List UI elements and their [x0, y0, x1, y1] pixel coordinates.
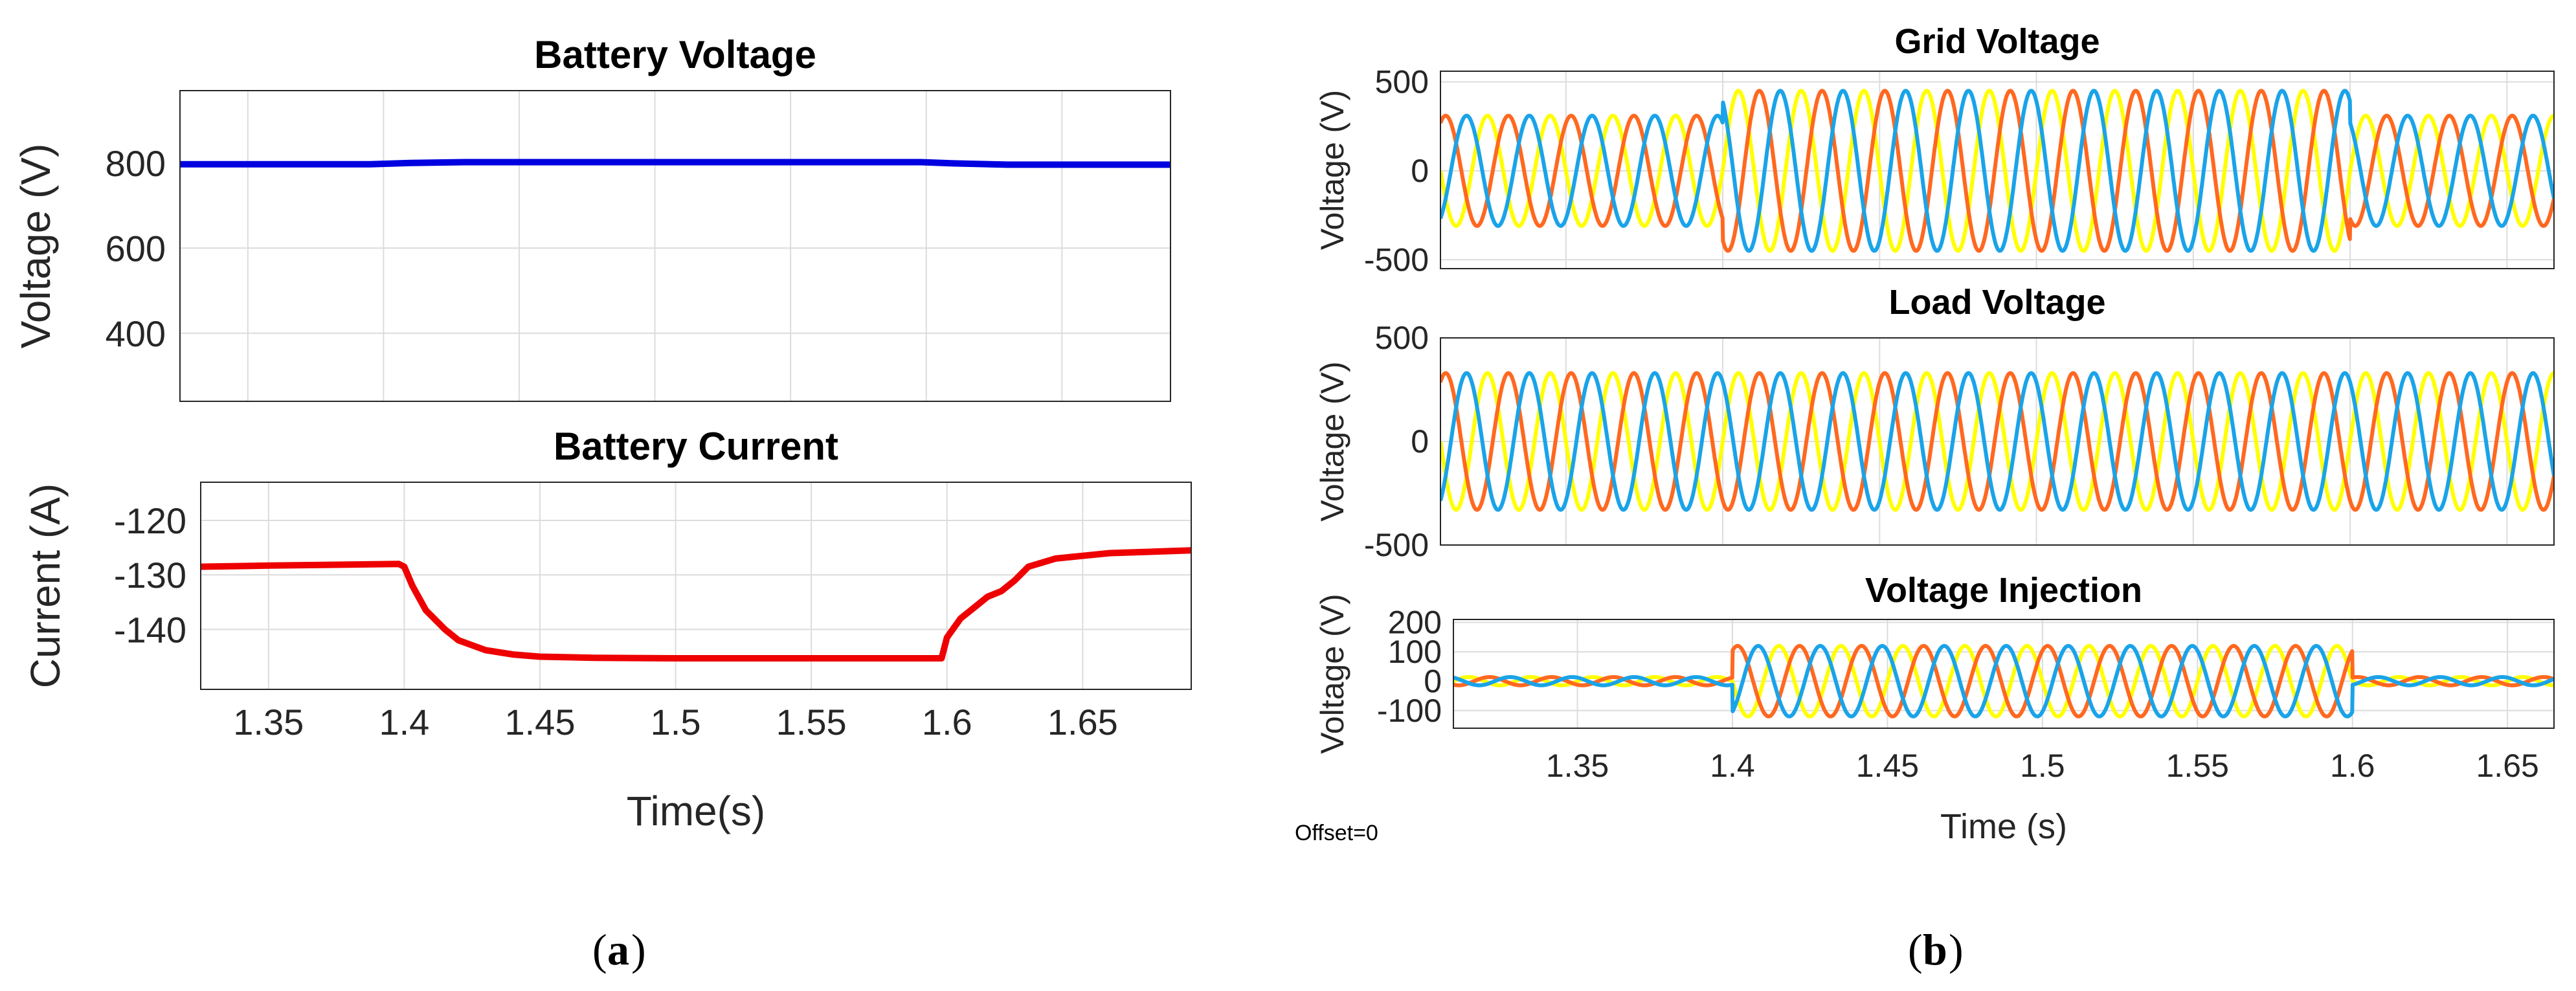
x-axis-label: Time(s) — [627, 788, 765, 834]
battery-voltage-chart: 400 600 800 Battery Voltage Voltage (V) — [12, 33, 1171, 402]
series-line-phase-b — [1440, 89, 2554, 253]
series-line-phase-a — [1440, 371, 2554, 512]
y-tick-label: -140 — [114, 609, 186, 650]
y-tick-label: -500 — [1364, 527, 1429, 563]
y-tick-label: 500 — [1375, 63, 1429, 100]
battery-current-chart: -140 -130 -120 1.35 1.4 1.45 1.5 1.55 1.6 1.65 Bat… — [22, 425, 1192, 834]
y-tick-label: 0 — [1424, 663, 1442, 699]
x-tick-label: 1.55 — [776, 702, 847, 742]
x-tick-label: 1.5 — [651, 702, 701, 742]
axes-frame — [179, 90, 1171, 402]
y-tick-label: -130 — [114, 555, 186, 596]
plot-area — [1440, 71, 2555, 269]
chart-title: Battery Current — [554, 425, 838, 468]
axes-frame — [1440, 337, 2555, 546]
plot-area — [179, 90, 1171, 402]
y-tick-label: -120 — [114, 500, 186, 541]
y-tick-label: -100 — [1377, 693, 1442, 729]
chart-title: Load Voltage — [1888, 283, 2105, 322]
series-line-phase-c — [1440, 371, 2554, 512]
x-tick-label: 1.4 — [1710, 748, 1755, 784]
offset-label: Offset=0 — [1295, 821, 1378, 845]
y-axis-label: Voltage (V) — [1314, 594, 1350, 753]
y-tick-label: 800 — [106, 143, 166, 184]
grid-voltage-chart: -500 0 500 Grid Voltage Voltage (V) — [1314, 22, 2555, 278]
x-tick-label: 1.45 — [504, 702, 575, 742]
x-tick-label: 1.65 — [2476, 748, 2539, 784]
axes-frame — [1453, 619, 2555, 729]
x-tick-label: 1.6 — [922, 702, 972, 742]
axes-frame — [1440, 71, 2555, 269]
y-tick-label: 500 — [1375, 320, 1429, 356]
plot-area — [200, 482, 1192, 690]
series-line — [180, 159, 1170, 168]
x-tick-label: 1.65 — [1047, 702, 1118, 742]
caption-b-letter: b — [1923, 925, 1947, 974]
x-tick-label: 1.35 — [1546, 748, 1609, 784]
y-tick-label: 600 — [106, 228, 166, 269]
chart-title: Voltage Injection — [1865, 571, 2142, 610]
y-tick-label: 100 — [1388, 634, 1442, 670]
y-tick-label: 400 — [106, 313, 166, 354]
y-axis-label: Voltage (V) — [12, 144, 59, 349]
x-tick-label: 1.55 — [2166, 748, 2229, 784]
series-line-phase-c — [1440, 89, 2554, 253]
axes-frame — [200, 482, 1192, 690]
y-tick-label: 200 — [1388, 605, 1442, 641]
series-line — [201, 547, 1191, 662]
y-tick-label: -500 — [1364, 241, 1429, 278]
series-line-phase-c — [1453, 643, 2554, 718]
caption-a-close: ) — [631, 925, 646, 974]
x-axis-label: Time (s) — [1940, 807, 2067, 846]
y-axis-label: Voltage (V) — [1314, 361, 1350, 521]
caption-a-open: ( — [592, 925, 607, 974]
chart-title: Grid Voltage — [1894, 22, 2100, 61]
x-tick-label: 1.45 — [1856, 748, 1919, 784]
y-tick-label: 0 — [1411, 153, 1429, 189]
load-voltage-chart: -500 0 500 Load Voltage Voltage (V) — [1314, 283, 2555, 563]
y-axis-label: Voltage (V) — [1314, 90, 1350, 250]
caption-b-open: ( — [1908, 925, 1923, 974]
chart-title: Battery Voltage — [534, 33, 816, 76]
x-tick-label: 1.5 — [2020, 748, 2065, 784]
x-tick-label: 1.6 — [2330, 748, 2375, 784]
y-axis-label: Current (A) — [22, 484, 69, 689]
plot-area — [1453, 619, 2555, 729]
y-tick-label: 0 — [1411, 423, 1429, 460]
x-tick-label: 1.35 — [233, 702, 304, 742]
series-line-phase-a — [1440, 89, 2554, 253]
caption-a-letter: a — [607, 925, 629, 974]
caption-b-close: ) — [1949, 925, 1964, 974]
x-tick-label: 1.4 — [379, 702, 429, 742]
series-line-phase-b — [1440, 371, 2554, 512]
